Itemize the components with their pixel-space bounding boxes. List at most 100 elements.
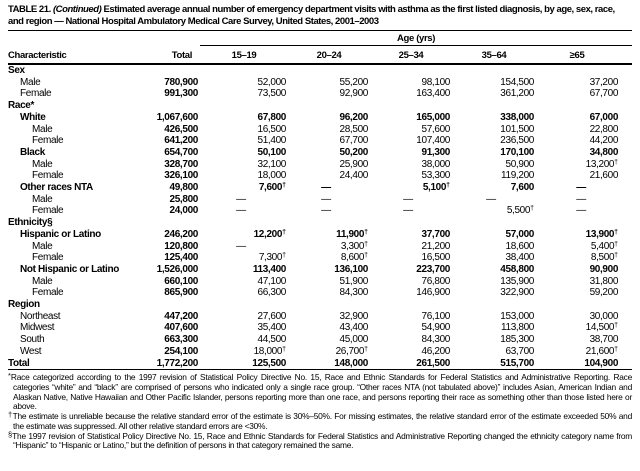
cell: 92,900 [339, 88, 369, 100]
row-label: Male [32, 275, 53, 287]
cell: 146,900 [416, 287, 450, 299]
cell: 49,800 [169, 182, 199, 194]
cell: 254,100 [164, 345, 198, 357]
cell: — [403, 193, 413, 205]
cell: 338,000 [500, 111, 534, 123]
table-row: White 1,067,600 67,800 96,200 165,000 338,000… [8, 112, 632, 124]
cell: 26,700† [335, 345, 368, 357]
cell: 53,300 [421, 170, 451, 182]
cell [536, 100, 632, 112]
table-row: Female 125,400 7,300† 8,600† 16,500 38,400 8,5… [8, 252, 632, 264]
cell: 515,700 [500, 357, 534, 369]
cell: 101,500 [500, 123, 534, 135]
dagger-footnote-mark: † [530, 205, 534, 213]
cell: 27,600 [257, 310, 287, 322]
cell: 654,700 [164, 146, 198, 158]
cell: 67,700 [589, 88, 619, 100]
row-label: Region [8, 299, 40, 311]
cell: 90,900 [589, 263, 619, 275]
row-label: West [20, 345, 42, 357]
cell: 407,600 [164, 322, 198, 334]
cell: 16,500 [421, 252, 451, 264]
table-title-text: Estimated average annual number of emerg… [8, 4, 615, 27]
cell: — [321, 205, 331, 217]
column-header-row: Characteristic Total 15–19 20–24 25–34 3… [8, 45, 633, 65]
row-label: Black [20, 146, 45, 158]
cell: 1,772,200 [156, 357, 199, 369]
dagger-footnote-mark: † [364, 345, 368, 353]
cell [124, 64, 200, 77]
cell [452, 64, 536, 77]
table-row: Black 654,700 50,100 50,200 91,300 170,100 34,… [8, 147, 632, 159]
cell: 32,900 [339, 310, 369, 322]
cell: 91,300 [421, 146, 451, 158]
cell: 76,800 [421, 275, 451, 287]
row-label: Total [8, 357, 30, 369]
cell [200, 299, 288, 311]
table-row: Male 426,500 16,500 28,500 57,600 101,500 22,8… [8, 124, 632, 136]
cell: 236,500 [500, 135, 534, 147]
cell: 51,900 [339, 275, 369, 287]
cell: 104,900 [584, 357, 619, 369]
footnotes-section: *Race categorized according to the 1997 … [8, 372, 632, 451]
cell [124, 217, 200, 229]
table-row: Female 991,300 73,500 92,900 163,400 361,200 6… [8, 88, 632, 100]
cell: 55,200 [339, 76, 369, 88]
cell: 458,800 [500, 263, 534, 275]
cell: 322,900 [500, 287, 534, 299]
cell [536, 217, 632, 229]
row-label: Male [32, 240, 53, 252]
table-row: Race* [8, 100, 632, 112]
row-label: Not Hispanic or Latino [20, 263, 119, 275]
row-label: Northeast [20, 310, 61, 322]
table-row: West 254,100 18,000† 26,700† 46,200 63,700 21,… [8, 346, 632, 358]
cell: 5,100† [422, 182, 450, 194]
cell: 426,500 [164, 123, 198, 135]
dagger-footnote-mark: † [282, 182, 286, 190]
dagger-footnote-mark: † [614, 322, 619, 330]
cell: 148,000 [334, 357, 368, 369]
cell: 98,100 [421, 76, 451, 88]
cell: 154,500 [500, 76, 534, 88]
cell: 8,500† [590, 252, 619, 264]
cell: 447,200 [164, 310, 198, 322]
dagger-footnote-mark: † [282, 345, 286, 353]
cell: 50,200 [339, 146, 369, 158]
cell [288, 299, 370, 311]
cell: 125,400 [164, 252, 198, 264]
age-group-header: Age (yrs) [200, 32, 633, 46]
cell: 66,300 [257, 287, 287, 299]
cell: — [576, 205, 586, 217]
row-label: Male [32, 193, 53, 205]
cell: 44,500 [257, 334, 287, 346]
cell: 135,900 [500, 275, 534, 287]
cell: 22,800 [589, 123, 619, 135]
cell: — [576, 193, 586, 205]
table-row: South 663,300 44,500 45,000 84,300 185,300 38,… [8, 334, 632, 346]
dagger-footnote-mark: † [364, 252, 368, 260]
cell: 59,200 [589, 287, 619, 299]
cell: 76,100 [421, 310, 451, 322]
cell: 43,400 [339, 322, 369, 334]
table-row: Male 25,800 — — — — — [8, 194, 632, 206]
cell: 50,900 [505, 158, 535, 170]
cell: 11,900† [336, 228, 368, 240]
cell: 1,526,000 [156, 263, 199, 275]
cell: 119,200 [501, 170, 534, 182]
cell: 223,700 [416, 263, 450, 275]
row-label: Male [20, 76, 41, 88]
table-row: Female 641,200 51,400 67,700 107,400 236,500 4… [8, 135, 632, 147]
cell: — [486, 193, 496, 205]
col-header-age-65-plus: ≥65 [536, 45, 633, 65]
cell: 84,300 [339, 287, 369, 299]
row-label: Midwest [20, 322, 55, 334]
cell: 7,600 [510, 182, 535, 194]
table-title: TABLE 21. (Continued) Estimated average … [8, 4, 632, 27]
cell: 38,000 [421, 158, 451, 170]
cell [452, 217, 536, 229]
row-label: White [20, 111, 46, 123]
table-row: Male 780,900 52,000 55,200 98,100 154,500 37,2… [8, 77, 632, 89]
cell [452, 299, 536, 311]
cell: 246,200 [164, 228, 198, 240]
cell: 21,600† [585, 345, 619, 357]
